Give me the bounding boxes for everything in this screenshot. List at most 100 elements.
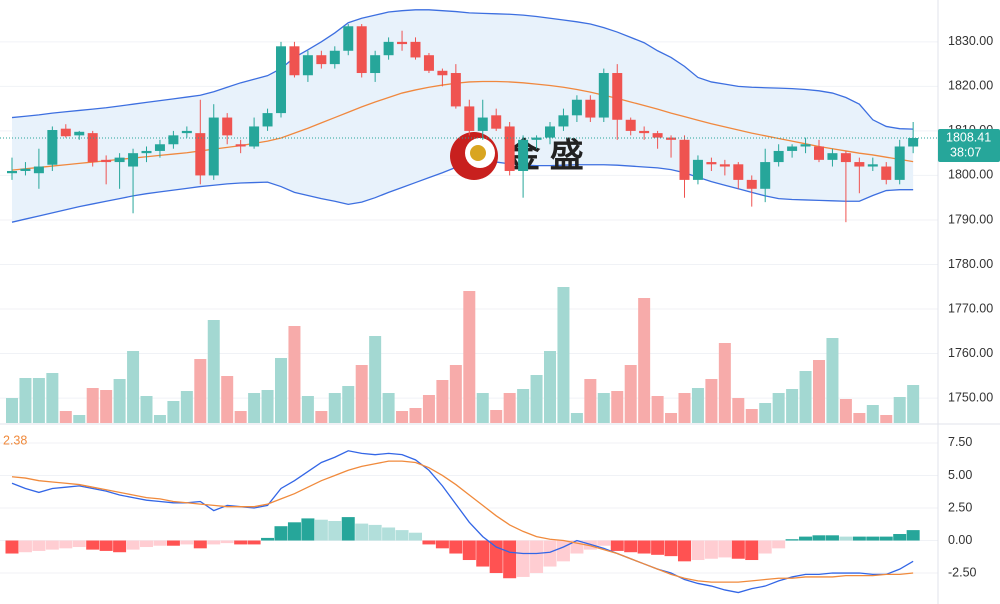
volume-bar [140, 396, 153, 423]
candle-body [370, 55, 381, 74]
volume-bar [301, 396, 314, 423]
candle-body [329, 50, 340, 65]
volume-bar [409, 408, 422, 423]
volume-bar [46, 373, 59, 423]
volume-bar [248, 393, 261, 423]
candle-body [128, 153, 139, 167]
volume-bar [611, 391, 624, 423]
volume-bar [718, 343, 731, 423]
volume-bar [866, 405, 879, 423]
volume-bar [328, 393, 341, 423]
candle-body [477, 117, 488, 131]
candle-body [114, 157, 125, 163]
y-tick-label: 2.50 [948, 500, 972, 514]
volume-bar [153, 415, 166, 423]
volume-bar [288, 326, 301, 423]
macd-bar [516, 540, 530, 577]
candle-body [222, 117, 233, 136]
y-tick-label: 1750.00 [948, 390, 993, 404]
candle-body [719, 164, 730, 167]
candle-body [168, 135, 179, 145]
macd-bar [772, 540, 786, 549]
watermark-text: 金 盛 [505, 136, 583, 175]
candle-body [343, 26, 354, 51]
candle-body [585, 99, 596, 118]
macd-bar [691, 540, 705, 561]
volume-bar [86, 388, 99, 423]
volume-bar [907, 385, 920, 423]
candle-body [814, 146, 824, 160]
macd-bar [382, 527, 396, 541]
candle-body [302, 55, 313, 76]
candle-body [181, 130, 192, 134]
candle-body [464, 106, 475, 131]
candle-body [652, 133, 663, 138]
volume-bar [638, 298, 651, 423]
macd-bar [839, 536, 853, 541]
volume-bar [880, 415, 893, 423]
candle-body [87, 133, 98, 163]
candle-body [733, 164, 744, 180]
candle-body [881, 166, 892, 180]
y-tick-label: 1800.00 [948, 168, 993, 182]
volume-bar [759, 403, 772, 423]
volume-bar [530, 375, 543, 423]
volume-bar [436, 380, 449, 423]
volume-bar [32, 378, 45, 423]
volume-bar [463, 291, 476, 423]
macd-bar [193, 540, 207, 549]
y-tick-label: 1770.00 [948, 301, 993, 315]
volume-bar [369, 336, 382, 423]
volume-bar [705, 379, 718, 423]
volume-bar [180, 391, 193, 423]
candle-body [679, 139, 690, 180]
volume-layer [6, 287, 920, 423]
y-tick-label: 1820.00 [948, 79, 993, 93]
line [11, 9, 914, 130]
macd-bar [678, 540, 691, 562]
candle-body [276, 46, 286, 114]
macd-bar [301, 518, 315, 541]
macd-bar [449, 540, 463, 554]
macd-bar [476, 540, 490, 567]
candle-body [437, 70, 448, 76]
volume-bar [826, 338, 839, 423]
macd-bar [758, 540, 772, 554]
volume-bar [584, 379, 597, 423]
candle-body [235, 144, 246, 147]
y-tick-label: -2.50 [948, 565, 977, 579]
candle-body [867, 164, 878, 167]
candle-body [289, 46, 300, 76]
volume-bar [422, 395, 435, 423]
candle-body [20, 168, 31, 171]
volume-bar [597, 393, 610, 423]
volume-bar [678, 393, 691, 423]
macd-bar [879, 536, 893, 541]
macd-bar [220, 540, 234, 544]
candle-body [840, 153, 851, 163]
candle-body [800, 144, 811, 147]
volume-bar [651, 396, 664, 423]
candle-body [383, 41, 394, 56]
macd-bar [462, 540, 476, 561]
macd-bar [274, 526, 288, 541]
volume-bar [517, 389, 530, 423]
macd-bar [59, 540, 73, 549]
volume-bar [6, 398, 18, 423]
macd-bar [785, 539, 799, 541]
volume-bar [275, 358, 287, 423]
volume-bar [396, 411, 409, 423]
candle-body [827, 153, 838, 160]
volume-bar [355, 365, 368, 423]
macd-bar [651, 540, 665, 555]
volume-bar [786, 389, 799, 423]
macd-bar [166, 540, 180, 546]
candle-body [545, 126, 555, 138]
volume-bar [490, 410, 503, 423]
macd-bar [489, 540, 503, 574]
candle-body [625, 119, 636, 131]
candle-body [33, 166, 44, 174]
macd-bar [852, 536, 866, 541]
macd-bar [422, 540, 436, 545]
macd-bar [287, 522, 301, 541]
